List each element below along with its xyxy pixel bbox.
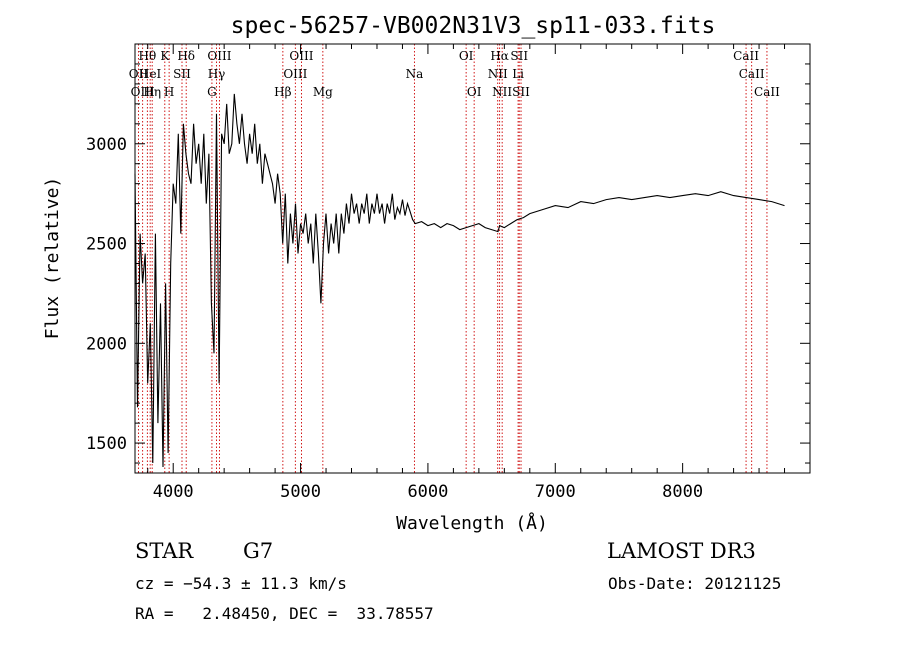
x-axis-label: Wavelength (Å) xyxy=(396,512,548,534)
observation-date: Obs-Date: 20121125 xyxy=(608,574,782,593)
line-label-hη: Hη xyxy=(143,85,161,99)
y-tick-label: 1500 xyxy=(86,434,127,454)
line-label-hβ: Hβ xyxy=(274,85,291,99)
line-label-caii: CaII xyxy=(739,67,765,81)
line-label-mg: Mg xyxy=(313,85,333,99)
survey-name: LAMOST DR3 xyxy=(607,539,756,563)
y-tick-label: 3000 xyxy=(86,135,127,155)
line-label-hθ: Hθ xyxy=(139,49,157,63)
y-tick-label: 2500 xyxy=(86,235,127,255)
line-label-oi: OI xyxy=(459,49,474,63)
line-label-sii: SII xyxy=(173,67,191,81)
line-label-sii: SII xyxy=(512,85,530,99)
line-label-hγ: Hγ xyxy=(208,67,226,81)
line-label-k: K xyxy=(160,49,170,63)
x-tick-label: 7000 xyxy=(535,482,576,502)
x-tick-label: 6000 xyxy=(407,482,448,502)
redshift-value: cz = −54.3 ± 11.3 km/s xyxy=(135,574,347,593)
x-tick-label: 5000 xyxy=(280,482,321,502)
line-label-g: G xyxy=(207,85,217,99)
line-label-oiii: OIII xyxy=(289,49,313,63)
x-tick-label: 4000 xyxy=(153,482,194,502)
line-label-sii: SII xyxy=(510,49,528,63)
plot-frame xyxy=(134,43,811,474)
line-label-oiii: OIII xyxy=(207,49,231,63)
object-subclass: G7 xyxy=(243,539,274,563)
spectral-line-markers xyxy=(137,44,768,473)
line-label-li: Li xyxy=(512,67,524,81)
line-label-oi: OI xyxy=(467,85,482,99)
y-axis-label: Flux (relative) xyxy=(42,177,63,340)
object-class: STAR xyxy=(135,539,194,563)
sky-coordinates: RA = 2.48450, DEC = 33.78557 xyxy=(135,604,434,623)
y-tick-label: 2000 xyxy=(86,334,127,354)
spectrum-series-line xyxy=(134,93,785,468)
line-label-hδ: Hδ xyxy=(177,49,195,63)
line-label-na: Na xyxy=(406,67,424,81)
line-label-nii: NII xyxy=(492,85,512,99)
y-axis-ticks: 1500 2000 2500 3000 xyxy=(86,63,810,464)
line-label-h: H xyxy=(164,85,174,99)
chart-title: spec-56257-VB002N31V3_sp11-033.fits xyxy=(231,13,716,39)
line-label-nii: NII xyxy=(488,67,508,81)
line-label-hei: HeI xyxy=(139,67,162,81)
line-label-hα: Hα xyxy=(490,49,509,63)
x-axis-ticks: 4000 5000 6000 7000 8000 xyxy=(147,44,811,502)
line-label-caii: CaII xyxy=(733,49,759,63)
line-label-oiii: OIII xyxy=(131,85,155,99)
line-label-oiii: OIII xyxy=(283,67,307,81)
line-label-caii: CaII xyxy=(754,85,780,99)
line-label-oii: OII xyxy=(129,67,149,81)
x-tick-label: 8000 xyxy=(662,482,703,502)
